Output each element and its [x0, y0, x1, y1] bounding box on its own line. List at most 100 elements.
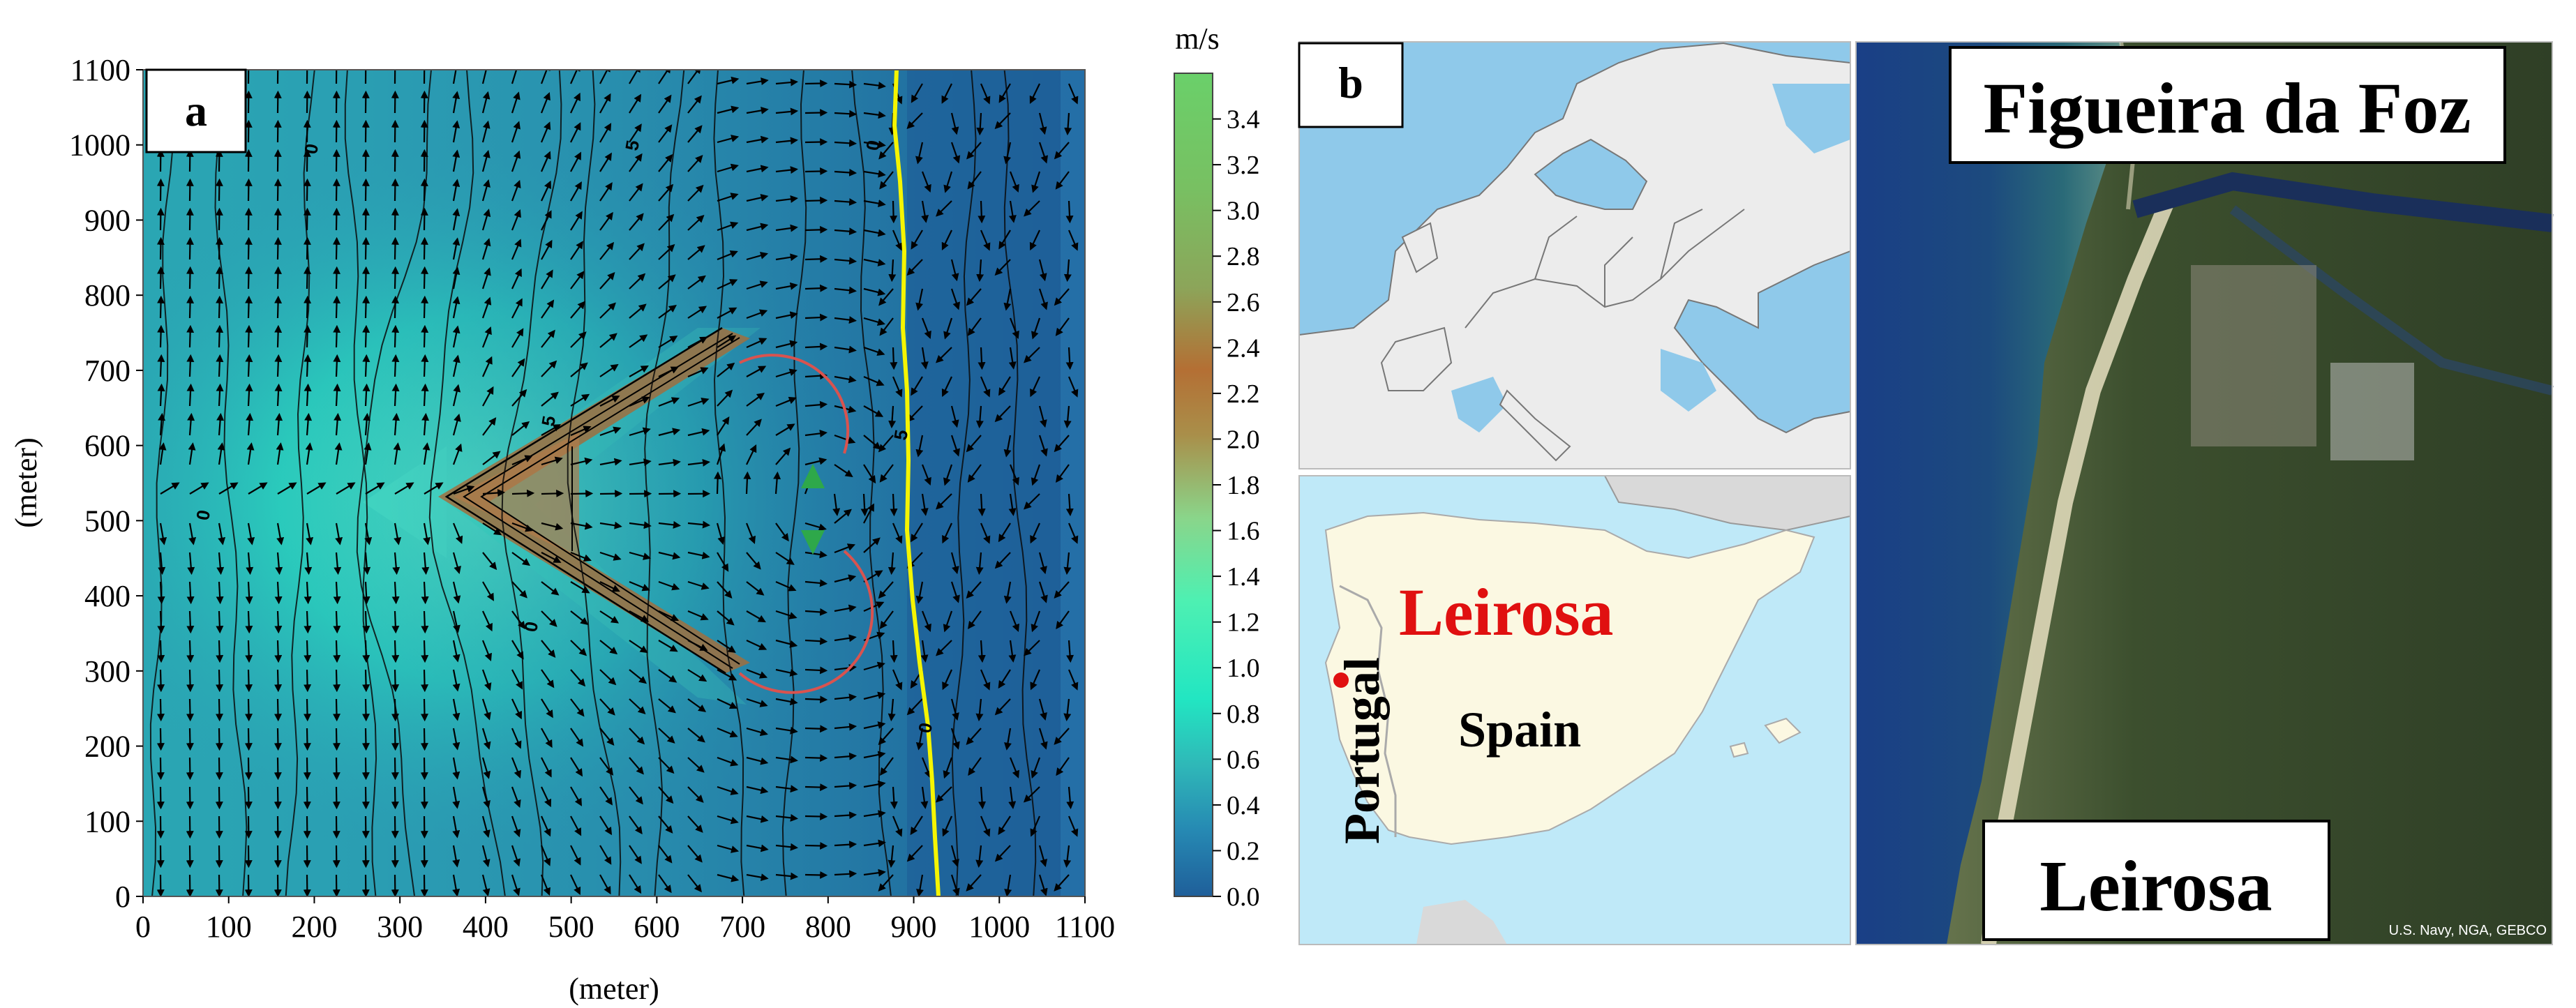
leirosa-label-box: [1982, 820, 2330, 941]
velocity-arrow: [216, 412, 225, 436]
velocity-arrow: [658, 336, 678, 348]
velocity-arrow: [717, 552, 729, 572]
velocity-arrow: [570, 271, 585, 289]
velocity-arrow: [950, 728, 960, 750]
velocity-arrow: [1068, 376, 1079, 398]
velocity-arrow: [967, 464, 982, 483]
velocity-arrow: [920, 493, 929, 516]
velocity-arrow: [804, 522, 827, 532]
velocity-arrow: [775, 580, 797, 592]
velocity-arrow: [334, 412, 342, 436]
velocity-arrow: [303, 757, 311, 781]
velocity-arrow: [570, 393, 590, 407]
velocity-arrow: [420, 266, 428, 289]
velocity-arrow: [1063, 552, 1072, 576]
velocity-arrow: [216, 324, 224, 348]
velocity-arrow: [804, 579, 828, 587]
velocity-arrow: [481, 845, 491, 868]
velocity-arrow: [156, 728, 165, 751]
velocity-arrow: [599, 152, 612, 172]
contour-line: [951, 70, 977, 896]
velocity-arrow: [950, 288, 960, 310]
contour-line: [501, 70, 562, 896]
velocity-arrow: [215, 786, 223, 810]
velocity-arrow: [629, 153, 643, 172]
velocity-arrow: [915, 728, 924, 751]
velocity-arrow: [716, 443, 726, 465]
velocity-arrow: [717, 389, 733, 407]
velocity-arrow: [275, 552, 283, 576]
velocity-arrow: [511, 179, 521, 202]
velocity-arrow: [511, 298, 523, 319]
velocity-arrow: [570, 757, 583, 777]
velocity-arrow: [570, 786, 582, 806]
velocity-arrow: [511, 669, 523, 690]
velocity-arrow: [834, 434, 856, 444]
velocity-arrow: [482, 386, 494, 407]
y-tick-label: 400: [84, 579, 130, 613]
velocity-arrow: [863, 111, 886, 119]
velocity-arrow: [511, 421, 530, 436]
velocity-arrow: [247, 522, 255, 546]
velocity-arrows: [156, 70, 1079, 896]
velocity-arrow: [834, 693, 857, 702]
velocity-arrow: [244, 236, 253, 260]
velocity-arrow: [306, 482, 327, 495]
velocity-arrow: [746, 393, 765, 407]
velocity-arrow: [244, 207, 253, 231]
velocity-arrow: [834, 574, 857, 583]
y-tick-label: 300: [84, 654, 130, 689]
velocity-arrow: [892, 669, 903, 691]
velocity-arrow: [658, 669, 677, 683]
velocity-arrow: [1066, 640, 1074, 663]
velocity-arrow: [452, 698, 460, 721]
velocity-arrow: [245, 669, 253, 693]
velocity-arrow: [687, 245, 705, 260]
velocity-arrow: [658, 458, 681, 467]
velocity-arrow: [804, 313, 828, 322]
velocity-arrow: [746, 844, 769, 852]
velocity-arrow: [156, 757, 165, 781]
velocity-arrow: [452, 522, 463, 544]
velocity-arrow: [746, 165, 769, 173]
velocity-arrow: [187, 552, 195, 576]
panel-b-label-box: [1298, 42, 1404, 128]
velocity-arrow: [244, 698, 253, 722]
velocity-arrow: [834, 168, 858, 176]
velocity-arrow: [863, 317, 885, 326]
velocity-arrow: [1008, 640, 1017, 663]
velocity-arrow: [391, 581, 400, 605]
figueira-label-box: [1949, 46, 2506, 164]
velocity-arrow: [629, 396, 650, 407]
velocity-arrow: [304, 610, 312, 634]
velocity-arrow: [921, 200, 929, 223]
velocity-arrow: [658, 640, 678, 652]
velocity-arrow: [687, 125, 703, 143]
velocity-arrow: [394, 482, 414, 495]
velocity-arrow: [1008, 347, 1017, 370]
velocity-arrow: [1009, 317, 1019, 339]
velocity-arrow: [362, 581, 370, 605]
velocity-arrow: [481, 296, 492, 319]
leirosa-marker: [1333, 672, 1349, 688]
y-tick-label: 1000: [69, 128, 130, 163]
velocity-arrow: [976, 259, 984, 283]
velocity-arrow: [943, 317, 953, 340]
velocity-arrow: [746, 444, 757, 465]
velocity-arrow: [156, 266, 165, 289]
velocity-arrow: [541, 489, 564, 497]
velocity-arrow: [994, 845, 1011, 862]
velocity-arrow: [599, 182, 613, 202]
velocity-arrow: [421, 581, 429, 605]
velocity-arrow: [746, 668, 768, 679]
colorbar-tick-label: 0.6: [1227, 745, 1260, 774]
velocity-arrow: [863, 375, 885, 386]
v-structure: [438, 326, 750, 675]
y-tick-label: 600: [84, 429, 130, 463]
velocity-arrow: [481, 728, 491, 750]
velocity-arrow: [687, 95, 702, 114]
velocity-arrow: [950, 405, 959, 428]
velocity-arrow: [1055, 317, 1070, 336]
velocity-arrow: [804, 637, 828, 645]
velocity-arrow: [1031, 610, 1041, 633]
